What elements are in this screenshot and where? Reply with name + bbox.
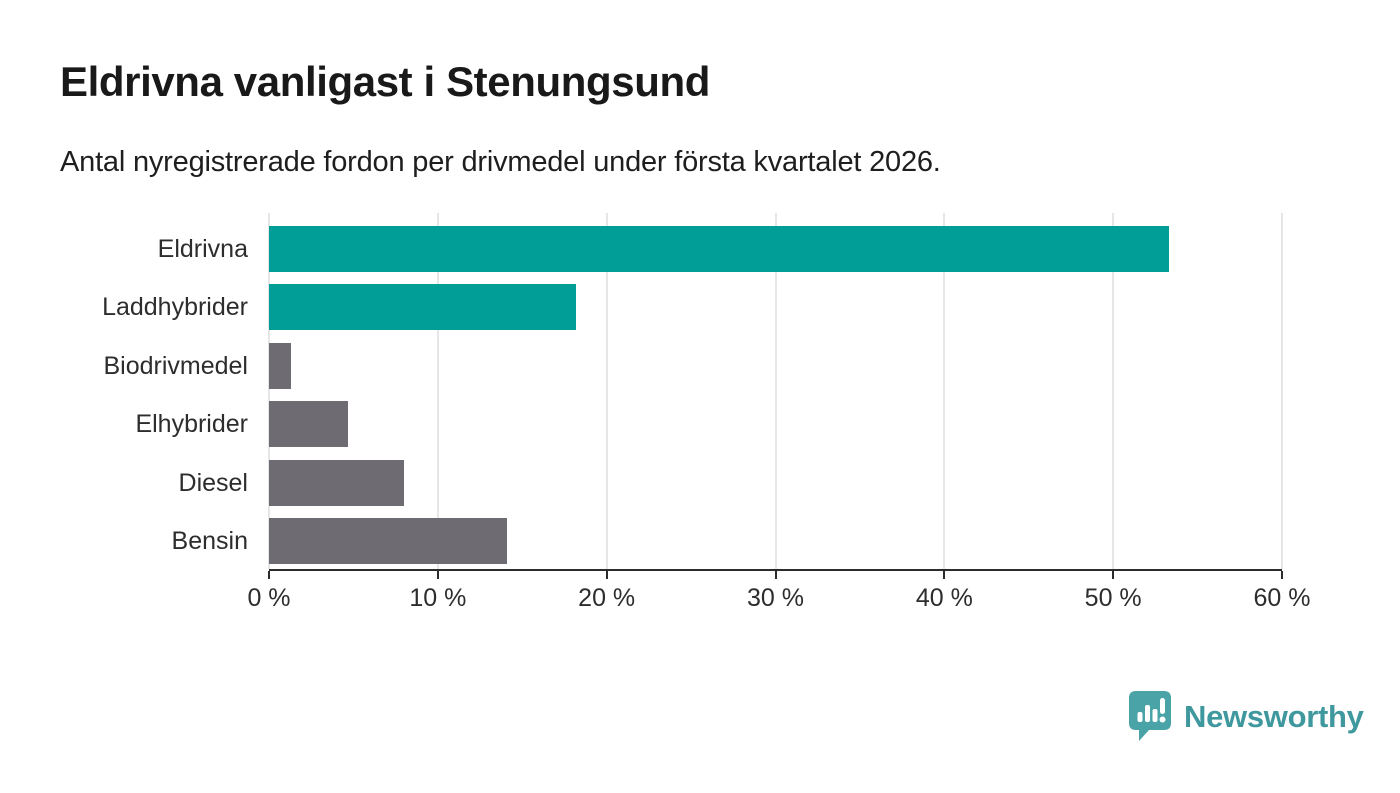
bar-row: Elhybrider <box>135 401 1282 448</box>
bar <box>269 518 508 564</box>
bar-layer: Eldrivna Laddhybrider Biodrivmedel Elhybrid… <box>102 213 1282 569</box>
gridline-60 <box>1281 213 1283 569</box>
x-axis-tick-label-50: 50 % <box>1084 584 1142 612</box>
newsworthy-brand: Newsworthy <box>1128 690 1364 744</box>
bar <box>269 401 349 448</box>
bar-row: Biodrivmedel <box>103 342 1282 389</box>
bar <box>269 459 405 506</box>
plot-area: Eldrivna Laddhybrider Biodrivmedel Elhybrid… <box>102 213 1310 612</box>
category-label: Elhybrider <box>135 410 248 439</box>
category-label: Laddhybrider <box>102 293 248 322</box>
gridline-0 <box>268 213 270 569</box>
category-label: Eldrivna <box>157 235 248 263</box>
bar-row: Eldrivna <box>158 226 1282 272</box>
category-label: Biodrivmedel <box>103 351 248 380</box>
newsworthy-logo-text: Newsworthy <box>1184 699 1364 734</box>
x-axis-tick-label-30: 30 % <box>747 584 804 612</box>
x-axis-tick-60 <box>1281 571 1283 579</box>
x-axis-tick-20 <box>605 571 608 579</box>
x-axis-tick-label-40: 40 % <box>915 584 973 612</box>
newsworthy-logo-icon <box>1129 691 1171 741</box>
bar <box>269 284 577 331</box>
x-axis-tick-label-0: 0 % <box>247 584 291 612</box>
bar-row: Laddhybrider <box>102 284 1282 331</box>
gridline-10 <box>436 213 439 569</box>
gridline-30 <box>774 213 777 569</box>
bar-row: Diesel <box>179 459 1282 506</box>
x-axis-tick-0 <box>268 571 270 579</box>
x-axis-tick-40 <box>943 571 946 579</box>
bar-row: Bensin <box>172 518 1282 564</box>
x-axis-tick-label-20: 20 % <box>578 584 636 612</box>
category-label: Diesel <box>178 468 248 497</box>
gridline-layer <box>268 213 1283 569</box>
x-axis: 0 % 10 % 20 % 30 % 40 % 50 % 60 % <box>247 213 1310 612</box>
bar <box>269 226 1169 272</box>
chart-subtitle: Antal nyregistrerade fordon per drivmede… <box>60 146 941 178</box>
bar <box>269 342 291 389</box>
gridline-50 <box>1112 213 1115 569</box>
category-label: Bensin <box>171 527 248 555</box>
x-axis-tick-30 <box>774 571 777 579</box>
x-axis-tick-10 <box>436 571 439 579</box>
x-axis-tick-label-10: 10 % <box>409 584 467 612</box>
chart-title: Eldrivna vanligast i Stenungsund <box>60 58 710 105</box>
gridline-40 <box>943 213 946 569</box>
x-axis-tick-label-60: 60 % <box>1253 584 1311 612</box>
gridline-20 <box>605 213 608 569</box>
x-axis-tick-50 <box>1112 571 1115 579</box>
